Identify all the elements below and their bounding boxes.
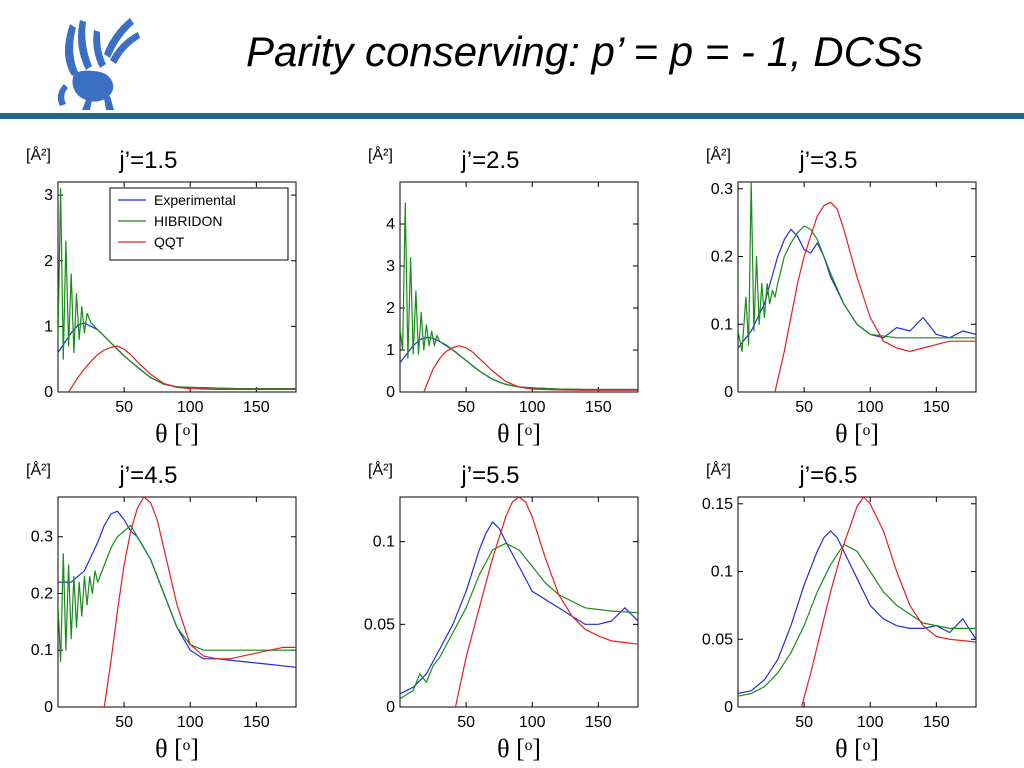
x-tick-label: 150 [923,714,950,731]
y-unit-label: [Å²] [26,460,51,479]
chart-title: j’=5.5 [460,462,519,489]
plot-area [399,496,639,708]
legend-entry: Experimental [154,192,236,208]
y-tick-label: 3 [386,258,395,275]
y-tick-label: 0 [724,384,733,401]
y-tick-label: 0.05 [702,631,733,648]
y-unit-label: [Å²] [368,145,393,164]
x-axis-label: θ [ᵒ] [155,734,199,763]
y-tick-label: 0.1 [373,534,395,551]
series-line-hibridon [58,187,296,390]
series-line-hibridon [738,543,976,697]
y-tick-label: 4 [386,216,395,233]
x-tick-label: 50 [795,714,813,731]
y-unit-label: [Å²] [706,460,731,479]
series-line-qqt [454,497,638,707]
title-divider [0,113,1024,119]
y-tick-label: 0 [44,384,53,401]
chart-panel-6: [Å²] j’=6.5 50 100 150 0 0.05 0.1 0.15 θ [ᵒ] [702,460,977,763]
chart-title: j’=6.5 [798,462,857,489]
y-unit-label: [Å²] [368,460,393,479]
plot-area [399,181,639,393]
plot-area [737,496,977,708]
chart-title: j’=1.5 [118,147,177,174]
x-tick-label: 50 [115,399,133,416]
legend-entry: QQT [154,234,185,250]
series-line-experimental [738,530,976,695]
y-tick-label: 0 [44,699,53,716]
y-tick-label: 1 [44,318,53,335]
chart-title: j’=3.5 [798,147,857,174]
x-axis-label: θ [ᵒ] [835,734,879,763]
x-tick-label: 100 [177,399,204,416]
series-line-experimental [400,521,638,695]
chart-title: j’=4.5 [118,462,177,489]
series-line-hibridon [400,542,638,700]
x-axis-label: θ [ᵒ] [497,419,541,448]
chart-panel-4: [Å²] j’=4.5 50 100 150 0 0.1 0.2 0.3 θ [ᵒ] [26,460,297,763]
chart-panel-1: [Å²] j’=1.5 50 100 150 0 1 2 3 θ [ᵒ] Experimental H… [26,145,297,448]
griffin-logo-icon [50,14,140,110]
y-tick-label: 0.2 [711,249,733,266]
x-tick-label: 150 [243,714,270,731]
y-tick-label: 0.3 [31,529,53,546]
series-line-qqt [800,497,976,707]
y-tick-label: 2 [386,300,395,317]
plot-area [57,496,297,708]
x-tick-label: 100 [177,714,204,731]
series-line-qqt [774,201,976,392]
series-line-qqt [423,345,638,392]
plot-area [737,181,977,393]
series-line-hibridon [400,202,638,391]
y-unit-label: [Å²] [706,145,731,164]
y-tick-label: 0.1 [31,642,53,659]
y-tick-label: 0.15 [702,496,733,513]
y-tick-label: 0.1 [711,564,733,581]
y-tick-label: 0.3 [711,181,733,198]
series-line-qqt [103,497,296,707]
series-line-qqt [68,345,296,392]
x-axis-label: θ [ᵒ] [497,734,541,763]
y-tick-label: 0.1 [711,316,733,333]
y-tick-label: 0.2 [31,585,53,602]
series-line-experimental [738,228,976,349]
chart-panel-5: [Å²] j’=5.5 50 100 150 0 0.05 0.1 θ [ᵒ] [364,460,639,763]
slide-title: Parity conserving: p’ = p = - 1, DCSs [246,28,923,75]
y-tick-label: 0 [386,699,395,716]
x-tick-label: 150 [243,399,270,416]
x-axis-label: θ [ᵒ] [835,419,879,448]
x-tick-label: 50 [115,714,133,731]
x-tick-label: 100 [857,714,884,731]
y-tick-label: 0 [386,384,395,401]
y-tick-label: 0.05 [364,616,395,633]
chart-panel-3: [Å²] j’=3.5 50 100 150 0 0.1 0.2 0.3 θ [ᵒ] [706,145,977,448]
x-tick-label: 100 [519,399,546,416]
legend-entry: HIBRIDON [154,213,222,229]
x-axis-label: θ [ᵒ] [155,419,199,448]
x-tick-label: 50 [457,399,475,416]
y-tick-label: 1 [386,342,395,359]
y-unit-label: [Å²] [26,145,51,164]
chart-panel-2: [Å²] j’=2.5 50 100 150 0 1 2 3 4 θ [ᵒ] [368,145,639,448]
y-tick-label: 3 [44,187,53,204]
chart-title: j’=2.5 [460,147,519,174]
x-tick-label: 50 [795,399,813,416]
x-tick-label: 100 [519,714,546,731]
y-tick-label: 0 [724,699,733,716]
x-tick-label: 150 [585,714,612,731]
x-tick-label: 150 [923,399,950,416]
series-line-hibridon [738,182,976,352]
y-tick-label: 2 [44,253,53,270]
x-tick-label: 150 [585,399,612,416]
x-tick-label: 100 [857,399,884,416]
x-tick-label: 50 [457,714,475,731]
